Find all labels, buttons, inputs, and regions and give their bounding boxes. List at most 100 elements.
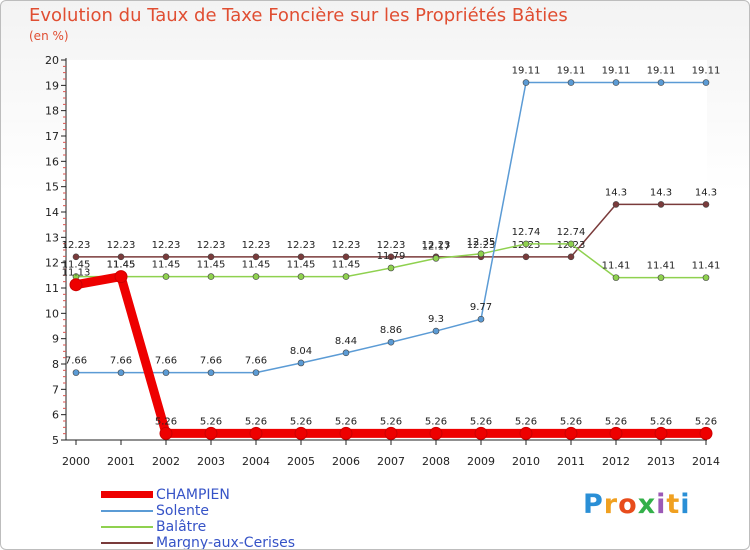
data-label-margny-aux-cerises-2004: 12.23 [242, 240, 271, 251]
data-label-champien-2011: 5.26 [560, 416, 582, 427]
legend-swatch [101, 542, 153, 544]
data-label-solente-2008: 9.3 [428, 314, 444, 325]
logo-letter: i [656, 489, 667, 520]
point-champien-2006 [339, 426, 353, 440]
point-bal-tre-2014 [702, 274, 710, 281]
point-champien-2008 [429, 426, 443, 440]
point-margny-aux-cerises-2011 [567, 253, 575, 261]
x-tick-label-2010: 2010 [512, 455, 540, 468]
point-bal-tre-2003 [207, 273, 215, 280]
data-label-margny-aux-cerises-2012: 14.3 [605, 187, 627, 198]
point-margny-aux-cerises-2007 [387, 253, 395, 261]
data-label-margny-aux-cerises-2002: 12.23 [152, 240, 181, 251]
data-label-solente-2009: 9.77 [470, 302, 492, 313]
point-solente-2014 [702, 79, 710, 86]
point-margny-aux-cerises-2001 [117, 253, 125, 261]
point-champien-2014 [699, 426, 713, 440]
y-tick-label-6: 6 [52, 409, 59, 422]
data-label-margny-aux-cerises-2009: 12.23 [467, 240, 496, 251]
point-margny-aux-cerises-2000 [72, 253, 80, 261]
x-tick-label-2013: 2013 [647, 455, 675, 468]
point-champien-2004 [249, 426, 263, 440]
point-solente-2003 [207, 369, 215, 376]
data-label-bal-tre-2014: 11.41 [692, 261, 721, 272]
x-tick-label-2007: 2007 [377, 455, 405, 468]
legend-label: Margny-aux-Cerises [156, 535, 296, 550]
point-margny-aux-cerises-2002 [162, 253, 170, 261]
point-solente-2004 [252, 369, 260, 376]
point-champien-2009 [474, 426, 488, 440]
x-tick-label-2006: 2006 [332, 455, 360, 468]
data-label-champien-2006: 5.26 [335, 416, 357, 427]
logo-letter: o [618, 489, 638, 520]
y-tick-label-16: 16 [45, 155, 59, 168]
x-tick-label-2002: 2002 [152, 455, 180, 468]
point-solente-2013 [657, 79, 665, 86]
logo-letter: x [637, 489, 657, 520]
point-champien-2013 [654, 426, 668, 440]
data-label-margny-aux-cerises-2001: 12.23 [107, 240, 136, 251]
y-tick-label-20: 20 [45, 54, 59, 67]
data-label-champien-2008: 5.26 [425, 416, 447, 427]
legend-label: Solente [156, 503, 209, 519]
unit-label: (en %) [29, 29, 69, 43]
data-label-bal-tre-2010: 12.74 [512, 227, 541, 238]
point-champien-2001 [114, 270, 128, 284]
y-tick-label-5: 5 [52, 434, 59, 447]
data-label-bal-tre-2000: 11.45 [62, 260, 91, 271]
legend-swatch [101, 510, 153, 512]
data-label-solente-2007: 8.86 [380, 325, 402, 336]
data-label-champien-2001: 11.45 [107, 260, 136, 271]
data-label-bal-tre-2012: 11.41 [602, 261, 631, 272]
data-label-margny-aux-cerises-2003: 12.23 [197, 240, 226, 251]
point-margny-aux-cerises-2013 [657, 201, 665, 208]
legend-swatch [101, 491, 153, 498]
point-champien-2003 [204, 426, 218, 440]
point-bal-tre-2010 [522, 240, 530, 248]
data-label-bal-tre-2002: 11.45 [152, 260, 181, 271]
y-tick-label-19: 19 [45, 79, 59, 92]
y-tick-label-10: 10 [45, 307, 59, 320]
data-label-champien-2013: 5.26 [650, 416, 672, 427]
x-tick-label-2004: 2004 [242, 455, 270, 468]
data-label-solente-2010: 19.11 [512, 66, 541, 77]
data-label-champien-2007: 5.26 [380, 416, 402, 427]
y-tick-label-11: 11 [45, 282, 59, 295]
point-bal-tre-2011 [567, 240, 575, 248]
point-solente-2001 [117, 369, 125, 376]
point-bal-tre-2008 [432, 255, 440, 262]
data-label-margny-aux-cerises-2007: 12.23 [377, 240, 406, 251]
data-label-bal-tre-2011: 12.74 [557, 227, 586, 238]
data-label-solente-2011: 19.11 [557, 66, 586, 77]
data-label-champien-2005: 5.26 [290, 416, 312, 427]
data-label-bal-tre-2013: 11.41 [647, 261, 676, 272]
data-label-champien-2012: 5.26 [605, 416, 627, 427]
x-tick-label-2001: 2001 [107, 455, 135, 468]
data-label-solente-2013: 19.11 [647, 66, 676, 77]
data-label-bal-tre-2007: 11.79 [377, 251, 406, 262]
point-margny-aux-cerises-2006 [342, 253, 350, 261]
data-label-champien-2000: 11.13 [62, 268, 91, 279]
point-solente-2009 [477, 315, 485, 323]
x-tick-label-2014: 2014 [692, 455, 720, 468]
data-label-margny-aux-cerises-2014: 14.3 [695, 187, 717, 198]
point-champien-2010 [519, 426, 533, 440]
y-tick-label-12: 12 [45, 257, 59, 270]
x-tick-label-2012: 2012 [602, 455, 630, 468]
data-label-solente-2001: 7.66 [110, 356, 132, 367]
data-label-solente-2004: 7.66 [245, 356, 267, 367]
point-bal-tre-2006 [342, 273, 350, 280]
data-label-solente-2006: 8.44 [335, 336, 357, 347]
y-tick-label-17: 17 [45, 130, 59, 143]
point-bal-tre-2013 [657, 274, 665, 281]
data-label-solente-2000: 7.66 [65, 356, 87, 367]
x-tick-label-2011: 2011 [557, 455, 585, 468]
point-margny-aux-cerises-2010 [522, 253, 530, 261]
y-tick-label-9: 9 [52, 333, 59, 346]
data-label-bal-tre-2008: 12.17 [422, 241, 451, 252]
point-solente-2007 [387, 338, 395, 346]
point-solente-2011 [567, 79, 575, 86]
point-margny-aux-cerises-2004 [252, 253, 260, 261]
